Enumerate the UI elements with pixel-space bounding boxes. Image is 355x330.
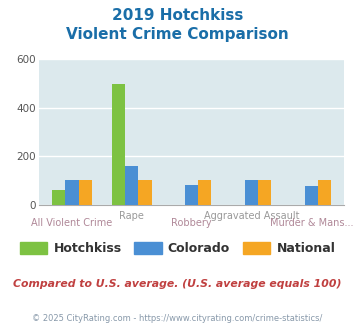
Text: Murder & Mans...: Murder & Mans... xyxy=(270,218,353,228)
Bar xyxy=(138,181,152,205)
Text: Violent Crime Comparison: Violent Crime Comparison xyxy=(66,27,289,42)
Text: All Violent Crime: All Violent Crime xyxy=(31,218,113,228)
Bar xyxy=(258,181,271,205)
Text: © 2025 CityRating.com - https://www.cityrating.com/crime-statistics/: © 2025 CityRating.com - https://www.city… xyxy=(32,314,323,323)
Bar xyxy=(78,181,92,205)
Bar xyxy=(112,83,125,205)
Text: Rape: Rape xyxy=(119,212,144,221)
Bar xyxy=(185,185,198,205)
Bar xyxy=(318,181,331,205)
Bar xyxy=(198,181,212,205)
Bar xyxy=(305,186,318,205)
Text: Aggravated Assault: Aggravated Assault xyxy=(204,212,299,221)
Bar xyxy=(65,181,78,205)
Bar xyxy=(52,190,65,205)
Text: Compared to U.S. average. (U.S. average equals 100): Compared to U.S. average. (U.S. average … xyxy=(13,279,342,289)
Legend: Hotchkiss, Colorado, National: Hotchkiss, Colorado, National xyxy=(15,237,340,260)
Text: 2019 Hotchkiss: 2019 Hotchkiss xyxy=(112,8,243,23)
Text: Robbery: Robbery xyxy=(171,218,212,228)
Bar xyxy=(125,166,138,205)
Bar xyxy=(245,181,258,205)
